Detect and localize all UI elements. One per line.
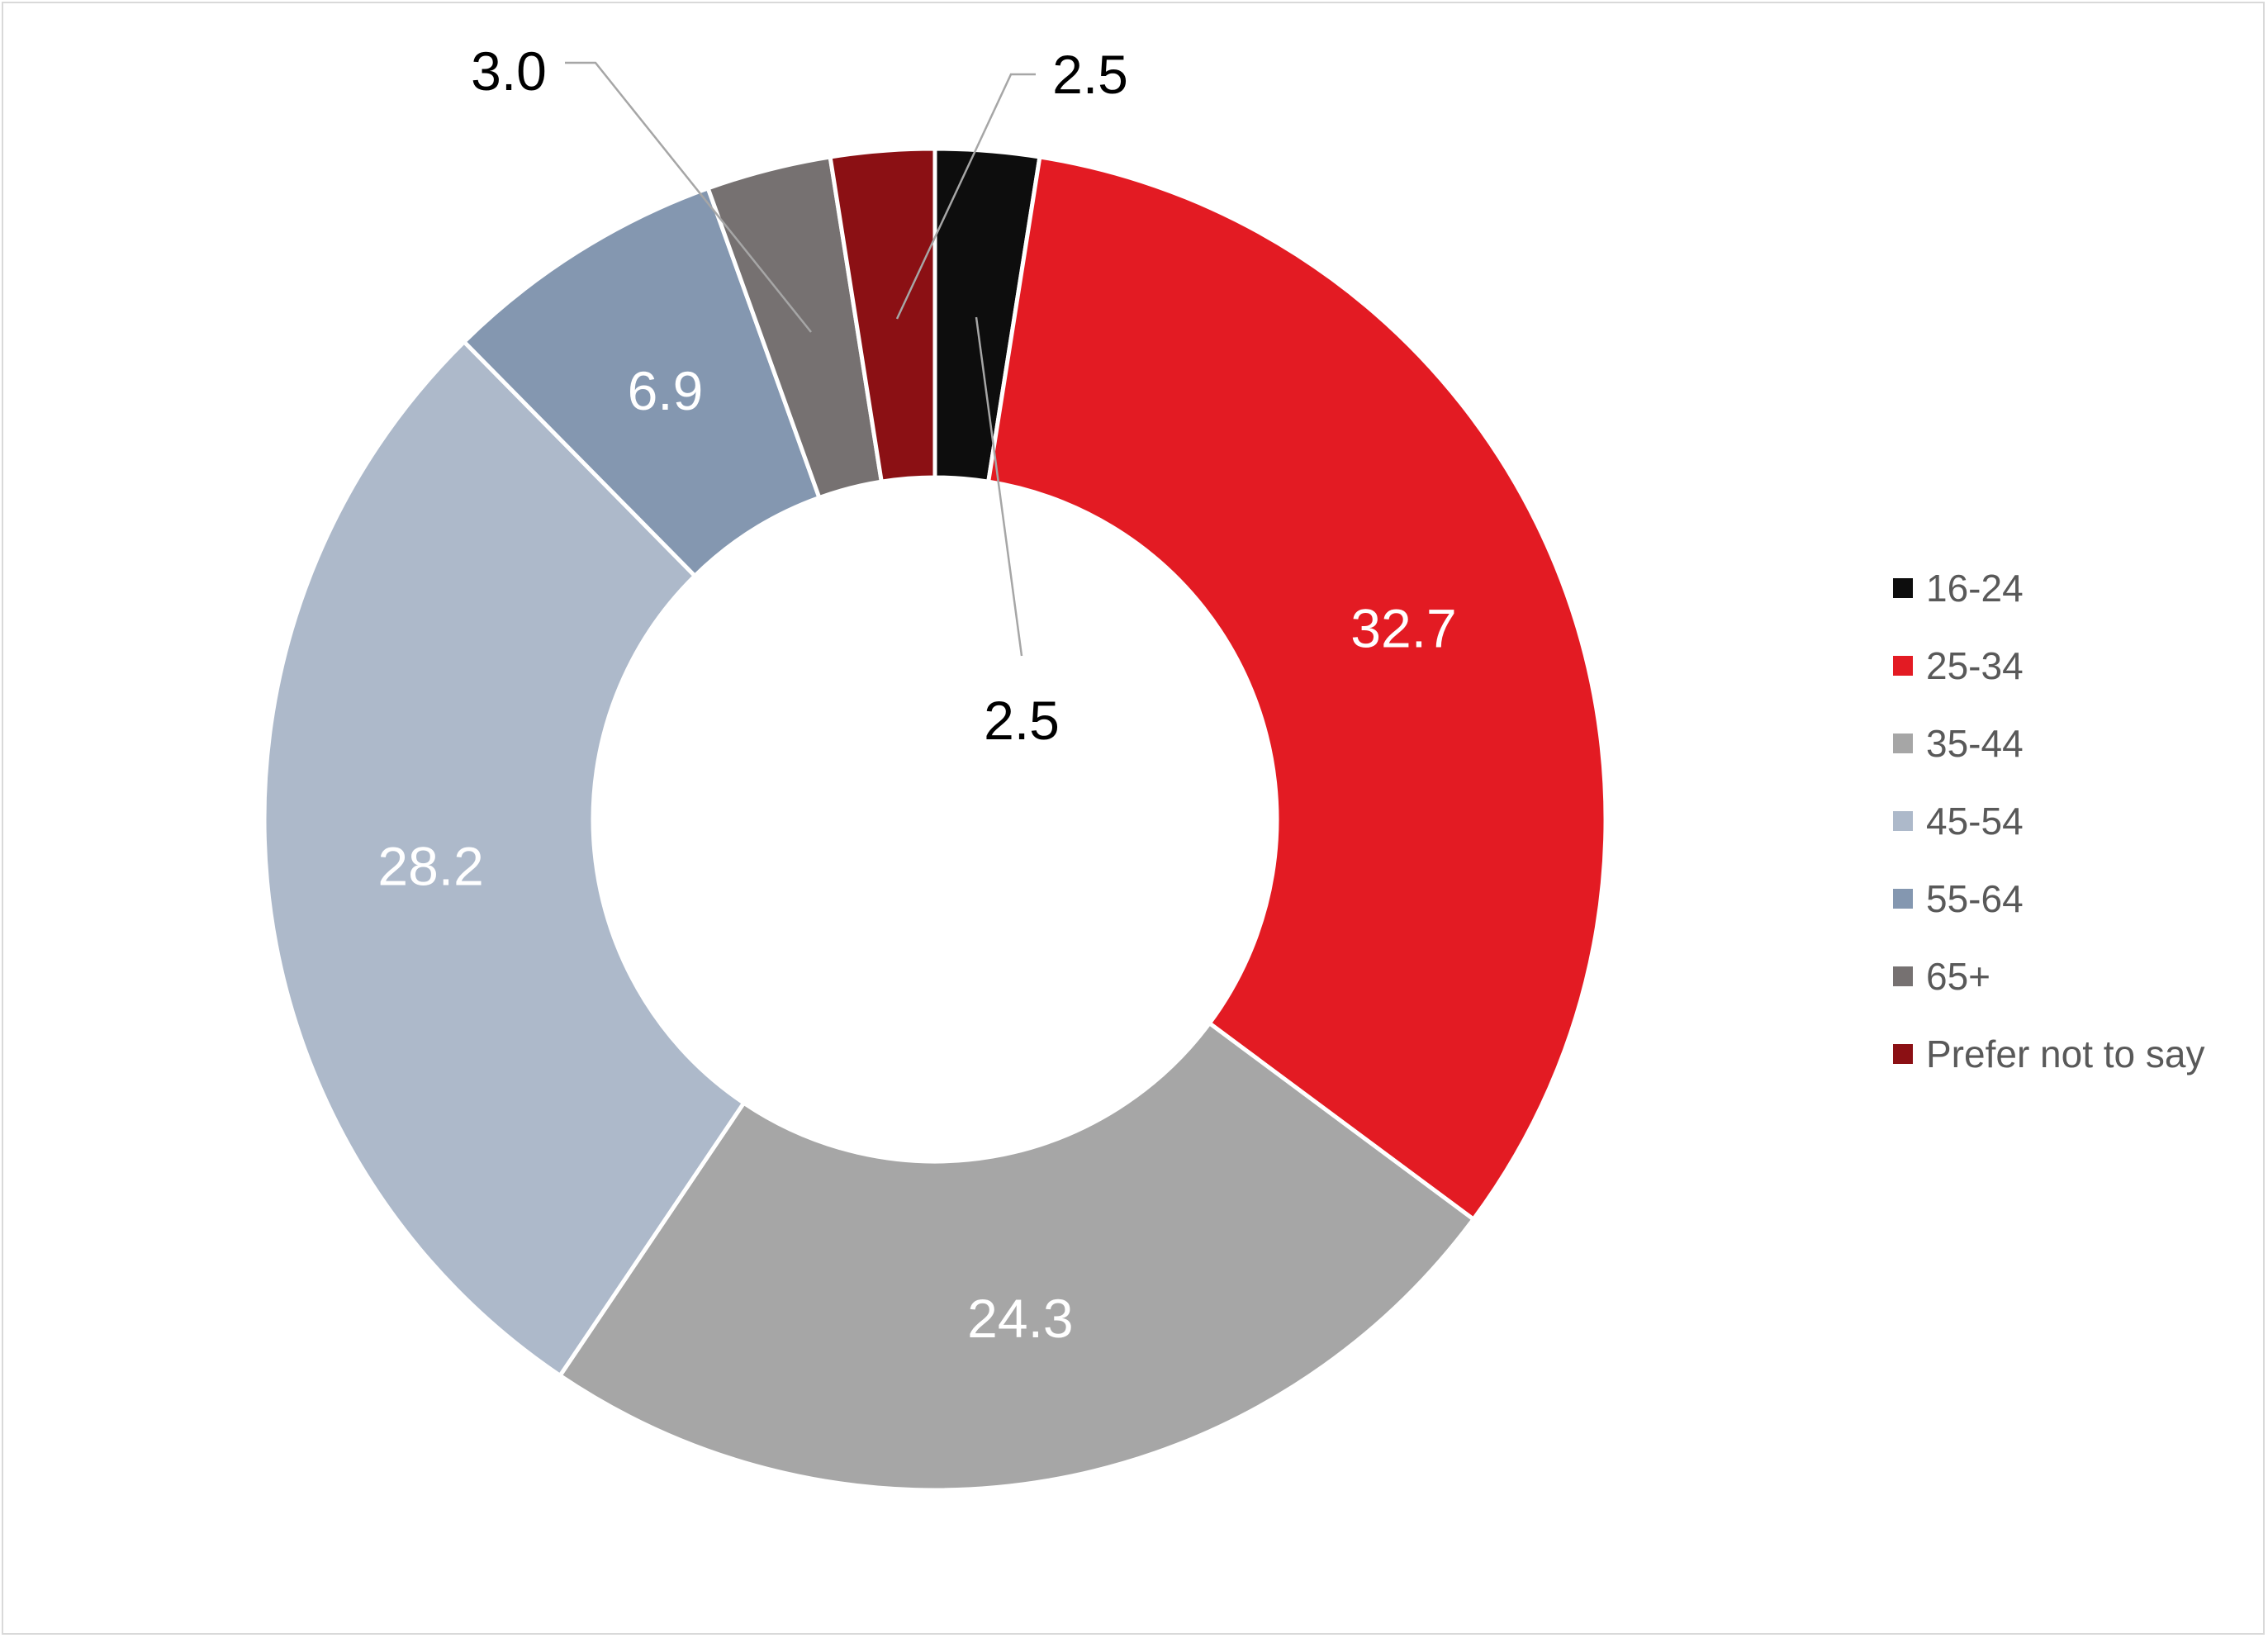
legend-label: 35-44: [1926, 722, 2024, 765]
legend-swatch: [1893, 889, 1913, 909]
legend-item-16-24: 16-24: [1893, 567, 2024, 610]
legend-item-55-64: 55-64: [1893, 877, 2024, 920]
slice-35-44: [557, 1020, 1477, 1493]
legend-label: 45-54: [1926, 800, 2024, 843]
legend-swatch: [1893, 1044, 1913, 1064]
leader-line-prefer-not-to-say: [895, 73, 1036, 320]
legend-label: 65+: [1926, 955, 1990, 998]
legend-label: 55-64: [1926, 877, 2024, 920]
slice-prefer-not-to-say: [828, 146, 937, 484]
slice-45-54: [262, 339, 747, 1379]
legend: 16-24 25-34 35-44 45-54 55-64 65+ Prefer not t…: [1893, 567, 2205, 1075]
legend-item-prefer-not-to-say: Prefer not to say: [1893, 1033, 2205, 1075]
data-label-prefer-not-to-say: 2.5: [1052, 44, 1128, 105]
data-label-35-44: 24.3: [967, 1288, 1073, 1349]
legend-swatch: [1893, 656, 1913, 676]
data-label-25-34: 32.7: [1350, 597, 1456, 658]
legend-swatch: [1893, 966, 1913, 986]
data-label-55-64: 6.9: [628, 360, 704, 421]
leader-line-16-24: [975, 316, 1023, 657]
legend-item-35-44: 35-44: [1893, 722, 2024, 765]
legend-swatch: [1893, 811, 1913, 831]
legend-item-25-34: 25-34: [1893, 644, 2024, 687]
legend-item-65: 65+: [1893, 955, 1990, 998]
donut-chart: 2.5 32.7 24.3 28.2 6.9 3.0 2.5 16-24 25-34 35-44…: [262, 40, 2205, 1493]
legend-label: Prefer not to say: [1926, 1033, 2205, 1075]
legend-label: 25-34: [1926, 644, 2024, 687]
legend-swatch: [1893, 578, 1913, 598]
slice-25-34: [985, 154, 1608, 1223]
data-label-45-54: 28.2: [377, 836, 483, 897]
legend-label: 16-24: [1926, 567, 2024, 610]
legend-swatch: [1893, 734, 1913, 753]
data-label-65: 3.0: [471, 40, 547, 102]
leader-line-65: [565, 61, 812, 333]
legend-item-45-54: 45-54: [1893, 800, 2024, 843]
data-label-16-24: 2.5: [984, 690, 1060, 751]
